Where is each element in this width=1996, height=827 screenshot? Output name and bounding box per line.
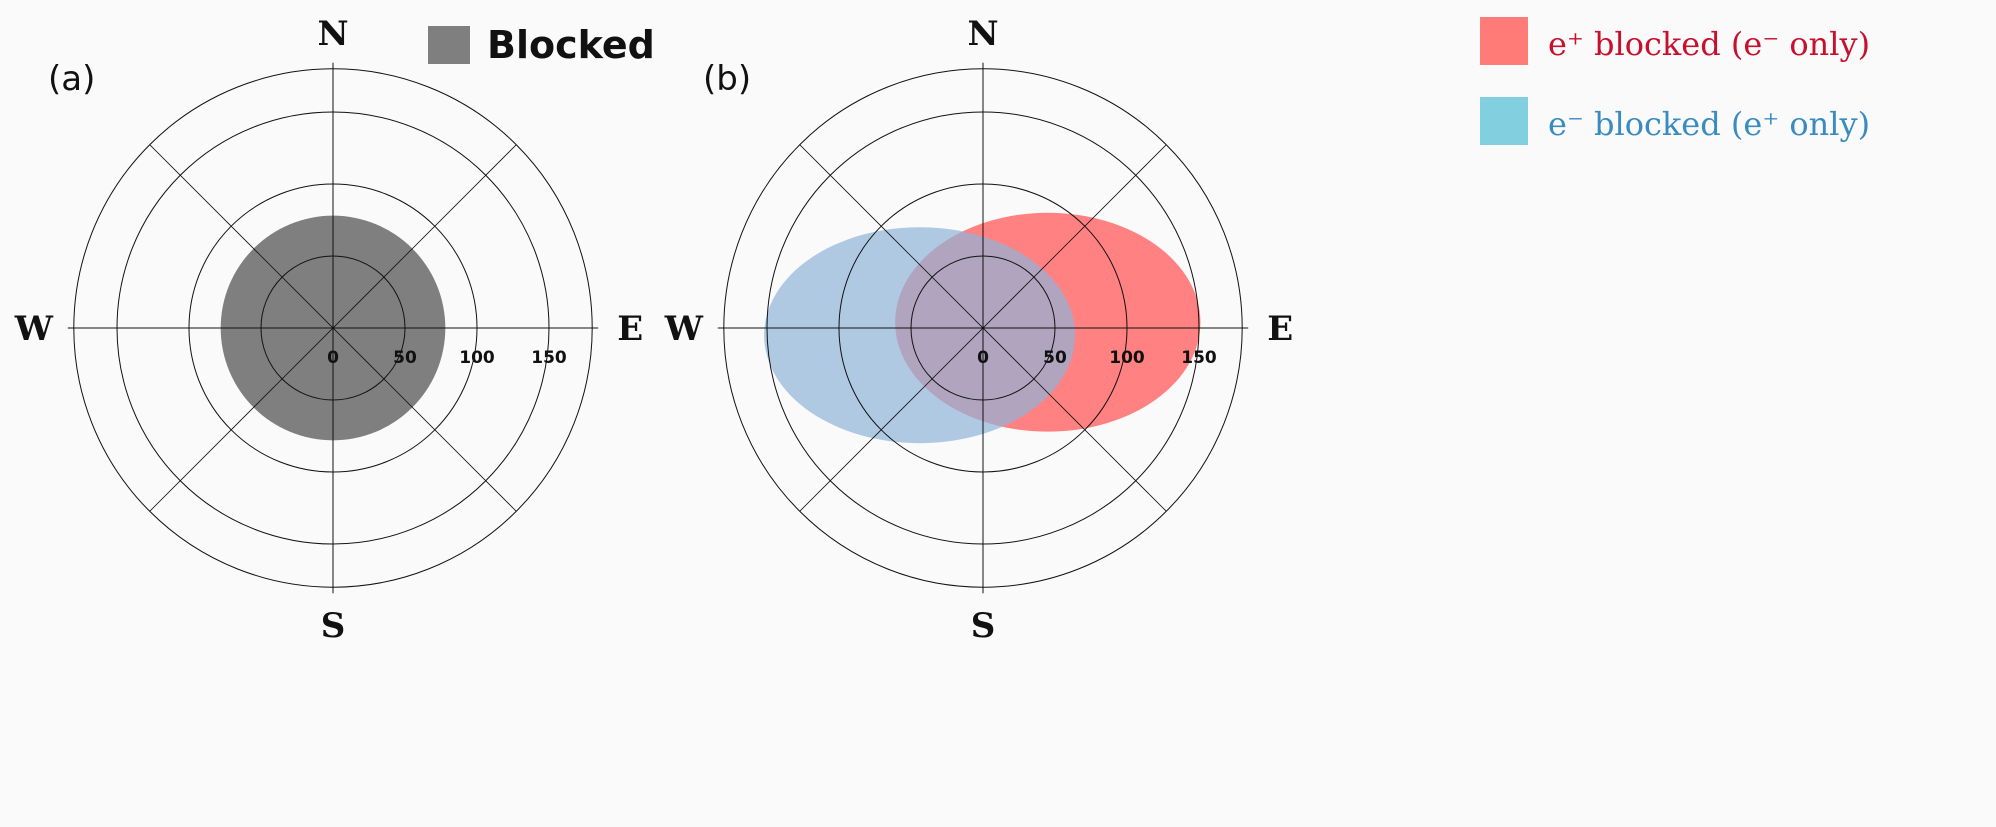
radial-tick-label: 150 xyxy=(1181,348,1217,368)
compass-s: S xyxy=(321,606,346,646)
compass-n: N xyxy=(317,14,348,54)
legend-swatch-e-minus-blocked xyxy=(1480,97,1528,145)
compass-s: S xyxy=(971,606,996,646)
panel-b-label: (b) xyxy=(703,59,751,99)
radial-tick-label: 50 xyxy=(1043,348,1067,368)
compass-e: E xyxy=(1267,309,1293,349)
radial-tick-label: 100 xyxy=(1109,348,1145,368)
legend-label-e-plus-blocked: e⁺ blocked (e⁻ only) xyxy=(1548,25,1870,63)
radial-tick-label: 150 xyxy=(531,348,567,368)
radial-tick-label: 0 xyxy=(977,348,989,368)
panel-b: 0 50 100 150 N S E W xyxy=(664,14,1293,646)
legend-label-e-minus-blocked: e⁻ blocked (e⁺ only) xyxy=(1548,105,1870,143)
legend-swatch-e-plus-blocked xyxy=(1480,17,1528,65)
compass-n: N xyxy=(967,14,998,54)
radial-tick-label: 0 xyxy=(327,348,339,368)
axis-diagonal-sw-ne xyxy=(149,144,517,512)
compass-w: W xyxy=(664,309,704,349)
panel-a: 0 50 100 150 N S E W xyxy=(14,14,643,646)
legend-label-blocked: Blocked xyxy=(487,23,655,67)
region-e-minus-blocked xyxy=(764,227,1076,444)
axis-diagonal-sw-ne xyxy=(799,144,1167,512)
radial-tick-label: 100 xyxy=(459,348,495,368)
radial-tick-label: 50 xyxy=(393,348,417,368)
compass-w: W xyxy=(14,309,54,349)
compass-e: E xyxy=(617,309,643,349)
legend-swatch-blocked xyxy=(428,26,470,64)
panel-a-label: (a) xyxy=(48,59,95,99)
